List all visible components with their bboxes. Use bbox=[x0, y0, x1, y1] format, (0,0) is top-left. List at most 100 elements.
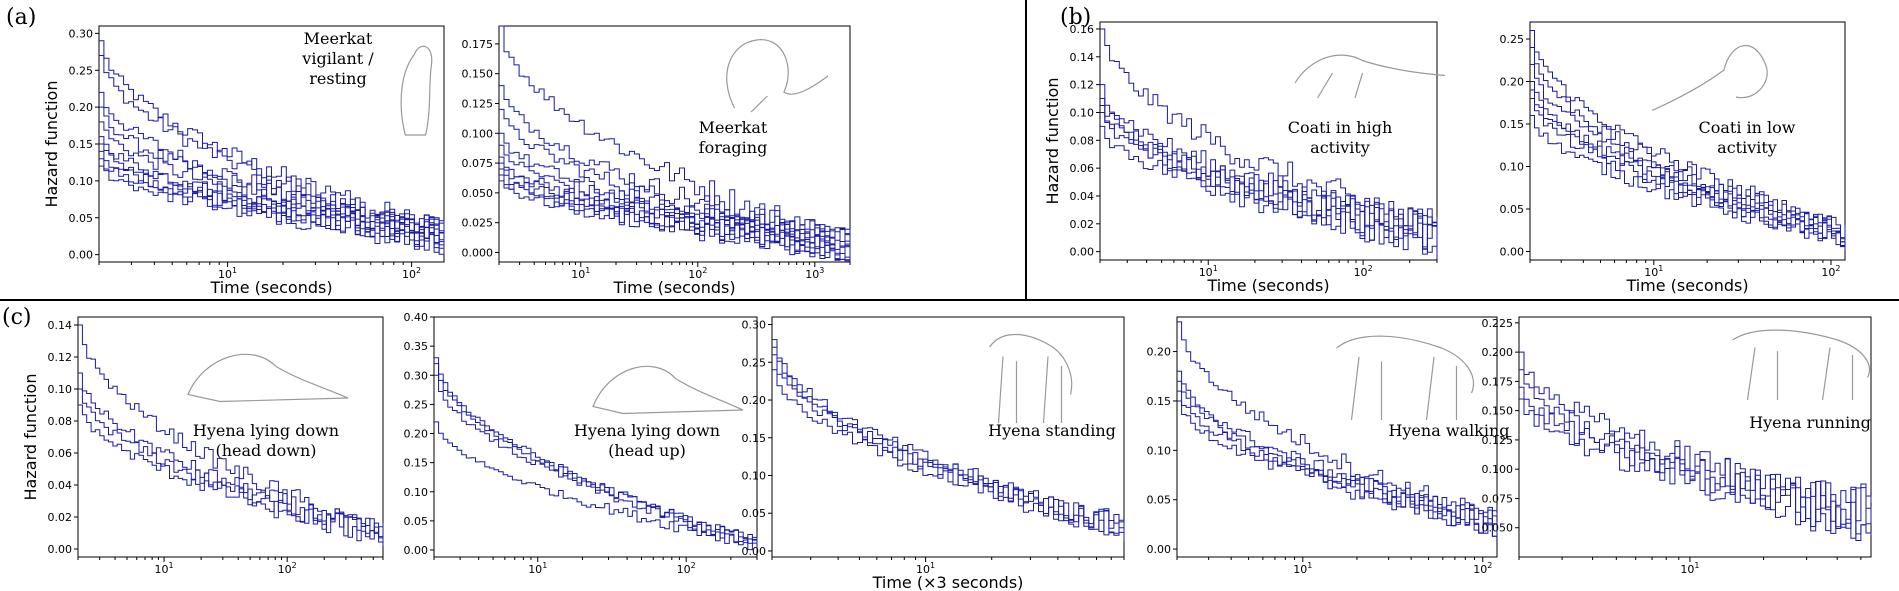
hazard-series-2 bbox=[1100, 84, 1438, 258]
hazard-plot-3: 0.00 0.02 0.04 0.06 0.08 0.10 0.12 0.14 0.16 101 1… bbox=[1043, 21, 1446, 295]
plot-frame bbox=[77, 316, 384, 558]
panel-label-c: (c) bbox=[2, 305, 32, 330]
hazard-series-7 bbox=[1530, 115, 1846, 243]
x-tick-label: 101 bbox=[218, 266, 237, 281]
x-tick-label: 101 bbox=[916, 561, 935, 576]
hyena-walking-icon bbox=[1336, 335, 1474, 421]
y-tick-label: 0.00 bbox=[404, 544, 429, 557]
y-tick-label: 0.225 bbox=[1482, 317, 1514, 330]
y-tick-label: 0.175 bbox=[462, 38, 494, 51]
y-tick-label: 0.14 bbox=[48, 319, 73, 332]
y-tick-label: 0.100 bbox=[1482, 463, 1514, 476]
y-tick-label: 0.050 bbox=[1482, 522, 1514, 535]
hazard-series-3 bbox=[499, 108, 851, 260]
hazard-series-6 bbox=[499, 156, 851, 258]
plot-annotation-line: activity bbox=[1717, 138, 1777, 157]
meerkat-standing-icon bbox=[400, 45, 433, 136]
plot-frame bbox=[771, 316, 1125, 558]
x-tick-label: 102 bbox=[677, 561, 696, 576]
x-tick-label: 101 bbox=[1644, 264, 1663, 279]
y-tick-label: 0.20 bbox=[404, 428, 429, 441]
plot-frame bbox=[98, 25, 445, 263]
hazard-series-4 bbox=[772, 369, 1125, 539]
x-axis-title: Time (seconds) bbox=[612, 278, 735, 297]
plot-annotation-line: (head up) bbox=[608, 441, 686, 460]
hazard-series-1 bbox=[78, 324, 384, 540]
hyena-lying-head-up-icon bbox=[592, 365, 744, 415]
hazard-series-1 bbox=[434, 357, 758, 551]
hazard-plot-2: 0.000 0.025 0.050 0.075 0.100 0.125 0.150 0.175… bbox=[462, 25, 851, 297]
plot-annotation-line: Meerkat bbox=[699, 118, 768, 137]
plot-frame bbox=[1529, 21, 1846, 261]
y-tick-label: 0.02 bbox=[1070, 218, 1095, 231]
hazard-series-4 bbox=[434, 421, 758, 551]
hazard-series-4 bbox=[499, 132, 851, 261]
meerkat-foraging-icon bbox=[726, 39, 829, 113]
x-axis-title: Time (seconds) bbox=[209, 278, 332, 297]
hazard-plot-1: 0.00 0.05 0.10 0.15 0.20 0.25 0.30 101 102 Time (… bbox=[42, 25, 445, 297]
x-tick-label: 101 bbox=[528, 561, 547, 576]
hazard-series-1 bbox=[1530, 30, 1846, 247]
plot-frame bbox=[1518, 316, 1872, 558]
y-tick-label: 0.15 bbox=[1500, 118, 1525, 131]
plot-frame bbox=[1176, 316, 1498, 558]
hazard-series-1 bbox=[1519, 351, 1872, 539]
hazard-series-1 bbox=[1100, 28, 1438, 244]
hazard-series-4 bbox=[1177, 390, 1498, 534]
hazard-plot-8: 0.00 0.05 0.10 0.15 0.20 101 102 Hyena walking bbox=[1147, 316, 1510, 576]
x-tick-label: 102 bbox=[1473, 561, 1492, 576]
y-tick-label: 0.10 bbox=[1070, 106, 1095, 119]
hazard-series-1 bbox=[772, 339, 1125, 542]
plot-annotation-line: Hyena standing bbox=[988, 421, 1116, 440]
y-tick-label: 0.08 bbox=[48, 415, 73, 428]
y-tick-label: 0.00 bbox=[48, 543, 73, 556]
coati-sitting-icon-outline bbox=[1651, 45, 1768, 112]
y-tick-label: 0.20 bbox=[69, 101, 94, 114]
hazard-series-6 bbox=[1530, 98, 1846, 251]
y-tick-label: 0.15 bbox=[69, 138, 94, 151]
y-tick-label: 0.10 bbox=[69, 175, 94, 188]
hazard-series-3 bbox=[1530, 64, 1846, 242]
x-tick-label: 102 bbox=[1821, 264, 1840, 279]
plots-group: 0.00 0.05 0.10 0.15 0.20 0.25 0.30 101 102 Time (… bbox=[21, 21, 1872, 591]
hazard-series-2 bbox=[78, 372, 384, 542]
plot-annotation-line: foraging bbox=[699, 138, 768, 157]
coati-running-icon bbox=[1294, 54, 1446, 99]
y-tick-label: 0.050 bbox=[462, 187, 494, 200]
plot-frame bbox=[1099, 21, 1438, 261]
y-tick-label: 0.125 bbox=[1482, 434, 1514, 447]
hazard-series-4 bbox=[99, 106, 445, 251]
plot-annotation-line: Meerkat bbox=[304, 29, 373, 48]
y-tick-label: 0.15 bbox=[1147, 395, 1172, 408]
plot-annotation-line: activity bbox=[1310, 138, 1370, 157]
y-tick-label: 0.125 bbox=[462, 97, 494, 110]
y-tick-label: 0.02 bbox=[48, 511, 73, 524]
x-tick-label: 103 bbox=[805, 266, 824, 281]
y-tick-label: 0.10 bbox=[742, 469, 767, 482]
y-tick-label: 0.00 bbox=[1147, 543, 1172, 556]
y-tick-label: 0.06 bbox=[48, 447, 73, 460]
y-tick-label: 0.25 bbox=[69, 64, 94, 77]
hazard-series-2 bbox=[1530, 47, 1846, 246]
y-tick-label: 0.30 bbox=[404, 369, 429, 382]
x-tick-label: 101 bbox=[1199, 264, 1218, 279]
hyena-lying-head-down-icon-outline bbox=[187, 353, 349, 403]
plot-annotation-line: Hyena lying down bbox=[574, 421, 720, 440]
y-tick-label: 0.10 bbox=[48, 383, 73, 396]
meerkat-standing-icon-outline bbox=[400, 45, 433, 136]
x-tick-label: 101 bbox=[1293, 561, 1312, 576]
hyena-standing-icon-outline bbox=[989, 333, 1073, 424]
plot-annotation-line: resting bbox=[309, 69, 366, 88]
hazard-series-6 bbox=[1100, 125, 1438, 248]
hazard-plot-4: 0.00 0.05 0.10 0.15 0.20 0.25 101 102 Time (seco… bbox=[1500, 21, 1846, 295]
y-tick-label: 0.05 bbox=[404, 515, 429, 528]
y-tick-label: 0.10 bbox=[404, 486, 429, 499]
y-tick-label: 0.075 bbox=[462, 157, 494, 170]
hazard-series-2 bbox=[499, 85, 851, 260]
hyena-walking-icon-outline bbox=[1336, 335, 1474, 421]
y-tick-label: 0.05 bbox=[69, 212, 94, 225]
y-axis-title: Hazard function bbox=[42, 81, 61, 208]
hazard-series-2 bbox=[434, 363, 758, 544]
y-tick-label: 0.06 bbox=[1070, 162, 1095, 175]
